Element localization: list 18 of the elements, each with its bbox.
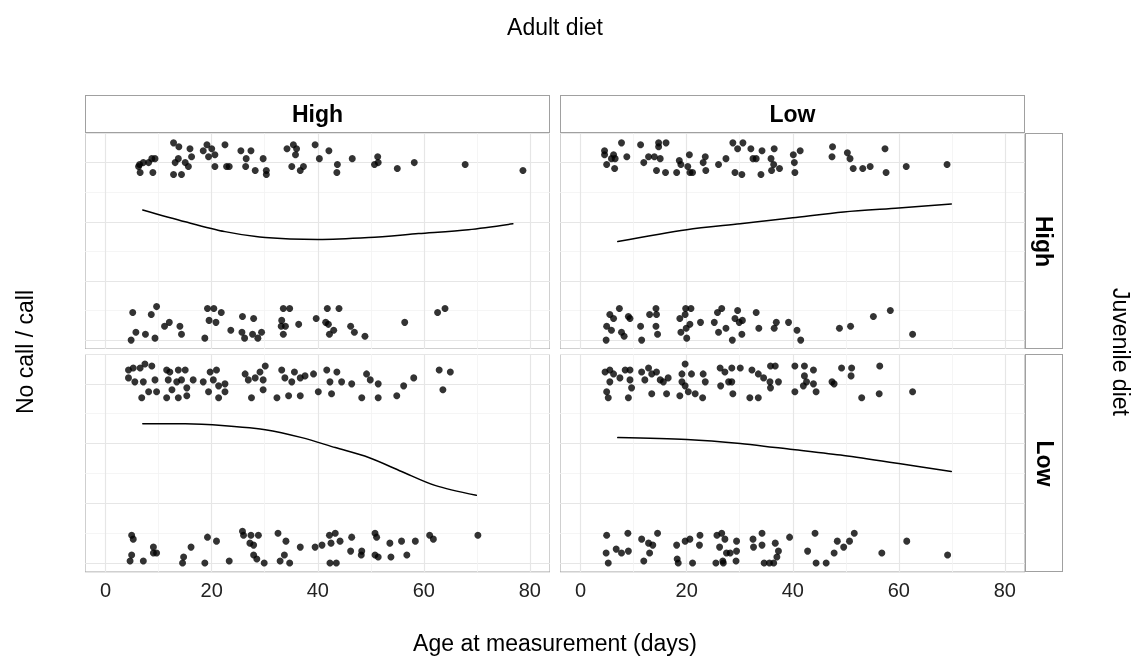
x-tick-label: 0 [575,579,587,601]
x-tick-label: 20 [200,579,223,601]
text: Juvenile diet [1106,288,1134,416]
x-tick-label: 20 [675,579,698,601]
chart-title: High [85,95,550,133]
y2-axis-title: Low [1030,440,1058,486]
chart-title: Low [560,95,1025,133]
text: Adult diet [507,13,603,41]
x-tick-label: 80 [518,579,541,601]
x-tick-label: 0 [100,579,112,601]
x-tick-label: 80 [993,579,1016,601]
x-tick-label: 40 [781,579,804,601]
x-tick-label: 40 [306,579,329,601]
x-tick-label: 60 [412,579,435,601]
y-axis-title: No call / call [11,290,39,414]
x-tick-label: 60 [887,579,910,601]
x-axis-title: Age at measurement (days) [413,629,697,657]
y2-axis-title: High [1030,215,1058,267]
